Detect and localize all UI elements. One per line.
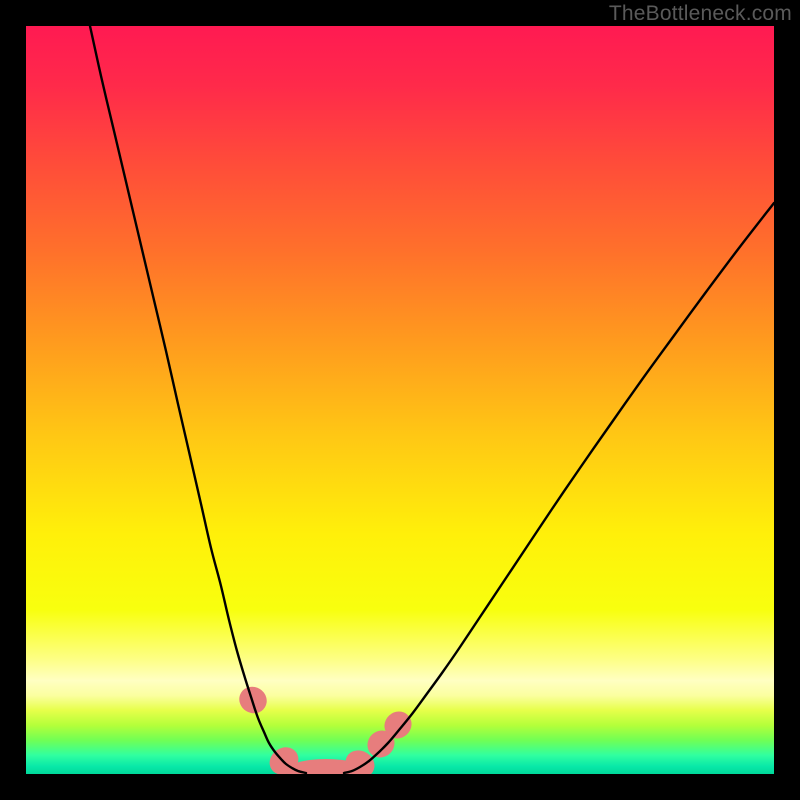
chart-frame: TheBottleneck.com [0, 0, 800, 800]
watermark-text: TheBottleneck.com [609, 2, 792, 26]
plot-area [26, 26, 774, 774]
curve-layer [26, 26, 774, 774]
curve-right [344, 203, 774, 773]
curve-left [90, 26, 306, 773]
